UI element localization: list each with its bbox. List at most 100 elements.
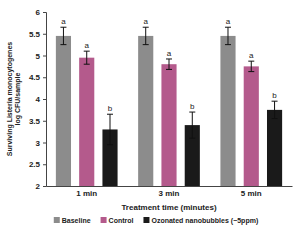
y-tick-mark [43,121,46,122]
x-tick: 1 min [76,189,97,198]
y-tick: 4 [36,95,46,104]
error-bar-cap [189,138,195,139]
bar [56,36,71,186]
error-bar [143,27,149,44]
error-bar-stem [169,59,170,69]
y-axis-title: Surviving Listeria monocytogeneslog CFU/… [6,42,22,156]
y-tick: 4.5 [29,73,46,82]
error-bar-cap [189,112,195,113]
y-tick: 5.5 [29,30,46,39]
y-axis: 2 2.5 3 3.5 4 4.5 5 5.5 6 [29,8,47,191]
legend-label: Ozonated nanobubbles (~5ppm) [151,217,258,225]
bar [161,64,176,186]
bar [138,36,153,186]
y-axis-line [43,13,47,187]
series [102,101,282,186]
error-bar [189,112,195,138]
error-bar [60,27,66,44]
annotations: a a a a a a b b b [61,17,277,113]
error-bar-cap [143,44,149,45]
error-bar [248,61,254,71]
legend-item: Control [101,217,134,224]
bar [244,66,259,186]
significance-letter: a [143,17,148,26]
y-tick-mark [43,77,46,78]
error-bar-cap [272,118,278,119]
significance-letter: b [190,102,195,111]
y-tick-label: 4.5 [29,73,41,82]
significance-letter: b [272,91,277,100]
error-bar-stem [110,114,111,144]
y-tick-mark [43,56,46,57]
y-tick-label: 5 [36,52,41,61]
error-bar-stem [86,51,87,64]
x-axis-title: Treatment time (minutes) [121,203,216,212]
error-bar-stem [192,112,193,138]
error-bar-stem [145,27,146,44]
y-tick-label: 2.5 [29,160,41,169]
bar [267,110,282,186]
x-tick-label: 3 min [159,189,180,198]
x-tick-label: 5 min [241,189,262,198]
significance-letter: a [249,51,254,60]
y-tick-label: 3.5 [29,117,41,126]
y-axis-title-line: log CFU/sample [14,72,22,125]
error-bar-stem [227,27,228,44]
x-tick: 3 min [159,189,180,198]
series [56,27,236,186]
error-bar-stem [63,27,64,44]
y-tick: 3.5 [29,117,46,126]
bar [79,58,94,186]
y-tick-mark [43,164,46,165]
legend-item: Ozonated nanobubbles (~5ppm) [143,217,258,225]
error-bar-cap [166,58,172,59]
legend-swatch [101,217,107,223]
error-bar-cap [143,27,149,28]
x-axis: 1 min 3 min 5 min [47,187,293,199]
significance-letter: a [167,49,172,58]
x-axis-line [47,186,293,187]
error-bar [107,114,113,144]
y-tick-mark [43,99,46,100]
error-bar [84,51,90,64]
x-tick: 5 min [241,189,262,198]
significance-letter: b [108,104,113,113]
significance-letter: a [61,17,66,26]
error-bar-cap [225,27,231,28]
error-bar-cap [84,64,90,65]
error-bar-stem [251,61,252,71]
legend-swatch [143,217,149,223]
error-bar [272,101,278,118]
error-bar-cap [107,144,113,145]
significance-letter: a [84,41,89,50]
y-tick: 3 [36,139,46,148]
error-bar-cap [248,61,254,62]
error-bar-cap [166,69,172,70]
y-tick: 2.5 [29,160,46,169]
y-tick-mark [43,12,46,13]
x-tick-label: 1 min [76,189,97,198]
bar [220,36,235,186]
y-tick-mark [43,143,46,144]
series [79,51,259,186]
y-tick-label: 3 [36,139,41,148]
legend: Baseline Control Ozonated nanobubbles (~5p… [54,217,258,225]
y-tick: 5 [36,52,46,61]
error-bar [225,27,231,44]
legend-swatch [54,217,60,223]
chart: 2 2.5 3 3.5 4 4.5 5 5.5 6 1 min 3 min 5 min a a a a a a b b… [0,0,300,228]
error-bar-cap [248,71,254,72]
legend-item: Baseline [54,217,91,224]
error-bar-cap [107,114,113,115]
error-bar [166,59,172,69]
legend-label: Control [109,217,134,224]
y-tick: 2 [36,182,46,191]
legend-label: Baseline [62,217,91,224]
significance-letter: a [226,17,231,26]
y-tick-label: 5.5 [29,30,41,39]
y-tick: 6 [36,8,46,17]
plot-area [56,27,282,186]
y-tick-mark [43,186,46,187]
y-tick-label: 2 [36,182,41,191]
error-bar-cap [225,44,231,45]
